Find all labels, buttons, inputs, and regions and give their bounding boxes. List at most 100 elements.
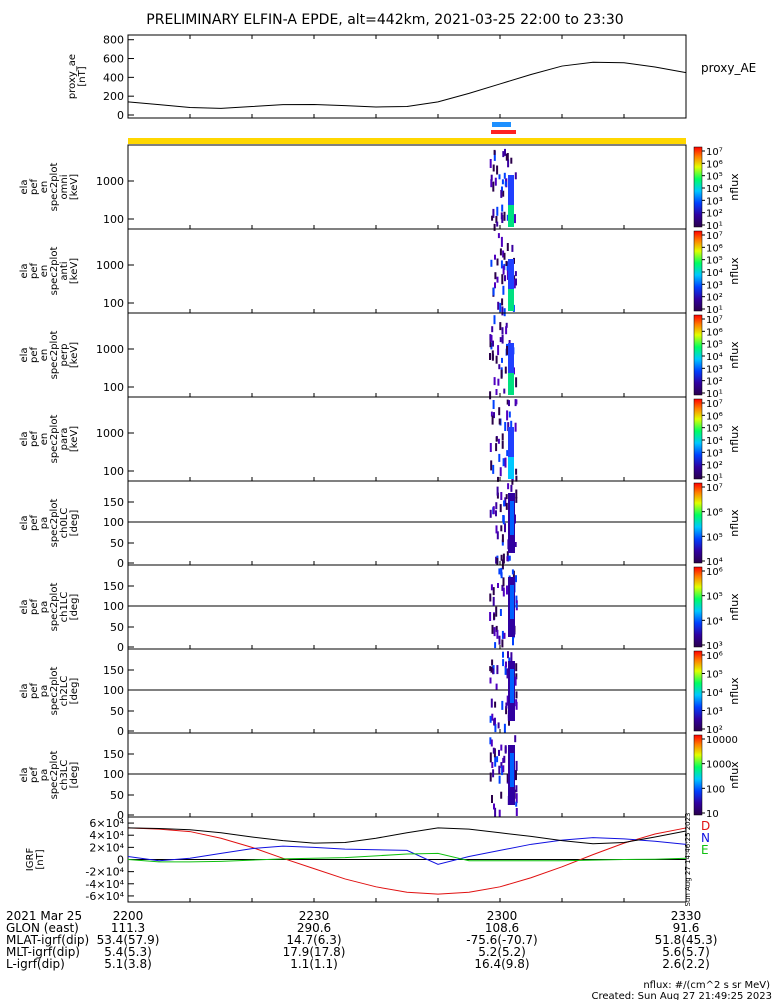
spectrogram-pixel xyxy=(500,369,503,379)
spectrogram-pixel xyxy=(506,399,509,405)
spectrogram-pixel xyxy=(492,400,495,409)
spectrogram-pixel xyxy=(515,496,518,503)
spectrogram-pixel xyxy=(505,261,508,266)
spectrogram-block xyxy=(510,753,514,787)
spectrogram-pixel xyxy=(506,345,509,355)
spectrogram-pixel xyxy=(504,523,506,533)
spectrogram-pixel xyxy=(501,433,504,441)
spectrogram-pixel xyxy=(508,555,511,561)
spectrogram-pixel xyxy=(493,150,496,161)
spectrogram-pixel xyxy=(506,450,509,457)
spectrogram-pixel xyxy=(502,458,505,467)
spectrogram-pixel xyxy=(499,467,502,477)
spectrogram-pixel xyxy=(494,177,497,186)
spectrogram-pixel xyxy=(515,399,518,405)
colorbar-label: nflux xyxy=(728,509,741,537)
spectrogram-pixel xyxy=(515,603,518,608)
footer-row-label: 2021 Mar 25 xyxy=(6,909,82,923)
science-strip xyxy=(492,122,511,127)
spectrogram-pixel xyxy=(489,334,492,341)
spectrogram-pixel xyxy=(514,214,516,224)
footer-value: 2230 xyxy=(299,909,330,923)
spectrogram-pixel xyxy=(501,204,504,212)
spectrogram-pixel xyxy=(502,151,505,158)
spectrogram-pixel xyxy=(502,515,505,522)
footer-value: 290.6 xyxy=(297,921,331,935)
spectrogram-pixel xyxy=(515,673,518,680)
y-tick-label: 0 xyxy=(117,557,124,570)
y-axis-label-line: spec2plot xyxy=(49,667,60,716)
spectrogram-pixel xyxy=(493,613,496,620)
spectrogram-pixel xyxy=(490,460,493,471)
spectrogram-pixel xyxy=(496,629,499,639)
y-axis-label-line: spec2plot xyxy=(49,499,60,548)
colorbar-tick-label: 10³ xyxy=(706,641,723,652)
colorbar-tick-label: 10⁷ xyxy=(706,399,723,410)
footer-value: 17.9(17.8) xyxy=(283,945,346,959)
y-axis-label-line: pa xyxy=(39,769,50,781)
spectrogram-pixel xyxy=(514,422,517,432)
colorbar xyxy=(693,566,703,648)
spectrogram-pixel xyxy=(495,606,498,617)
series-line-igrf xyxy=(127,852,687,863)
spectrogram-pixel xyxy=(491,795,493,803)
y-tick-label: 6×10⁴ xyxy=(89,817,124,830)
spectrogram-pixel xyxy=(503,252,506,260)
spectrogram-pixel xyxy=(490,174,493,181)
spectrogram-pixel xyxy=(493,412,495,419)
y-axis-label-line: [keV] xyxy=(69,342,80,368)
spectrogram-block xyxy=(510,669,514,703)
spectrogram-pixel xyxy=(515,760,518,771)
spectrogram-pixel xyxy=(504,665,507,675)
spectrogram-pixel xyxy=(515,808,518,816)
y-tick-label: 200 xyxy=(103,90,124,103)
colorbar-tick-label: 10² xyxy=(706,293,723,304)
spectrogram-pixel xyxy=(514,172,517,180)
spectrogram-pixel xyxy=(502,577,505,587)
spectrogram-pixel xyxy=(514,735,517,743)
y-tick-label: 150 xyxy=(103,748,124,761)
y-axis-label-line: omni xyxy=(59,175,70,200)
spectrogram-pixel xyxy=(502,587,505,597)
colorbar-tick-label: 100 xyxy=(706,784,725,795)
spectrogram-pixel xyxy=(505,706,508,715)
spectrogram-pixel xyxy=(501,700,504,710)
y-tick-label: 150 xyxy=(103,496,124,509)
spectrogram-pixel xyxy=(502,250,505,258)
spectrogram-pixel xyxy=(507,483,510,490)
spectrogram-pixel xyxy=(489,612,492,621)
footer-row-label: MLAT-igrf(dip) xyxy=(6,933,89,947)
spectrogram-pixel xyxy=(490,584,493,591)
spectrogram-pixel xyxy=(515,575,517,583)
spectrogram-pixel xyxy=(490,666,493,673)
spectrogram-pixel xyxy=(489,353,491,360)
colorbar-tick-label: 10² xyxy=(706,209,723,220)
day-night-strip xyxy=(128,138,686,144)
colorbar-tick-label: 10⁷ xyxy=(706,231,723,242)
spectrogram-pixel xyxy=(494,254,496,260)
y-axis-label-line: spec2plot xyxy=(49,583,60,632)
spectrogram-pixel xyxy=(493,149,496,155)
spectrogram-pixel xyxy=(501,766,504,776)
spectrogram-pixel xyxy=(515,691,518,699)
colorbar-tick-label: 10⁷ xyxy=(706,147,723,158)
spectrogram-pixel xyxy=(501,357,503,363)
spectrogram-pixel xyxy=(515,278,517,286)
y-tick-label: 1000 xyxy=(96,427,124,440)
spectrogram-pixel xyxy=(493,627,496,637)
spectrogram-pixel xyxy=(489,772,492,782)
spectrogram-pixel xyxy=(492,181,495,192)
spectrogram-pixel xyxy=(498,775,501,784)
spectrogram-pixel xyxy=(514,542,517,547)
spectrogram-pixel xyxy=(506,551,509,558)
spectrogram-pixel xyxy=(506,269,509,280)
y-tick-label: 1000 xyxy=(96,343,124,356)
colorbar-label: nflux xyxy=(728,257,741,285)
y-axis-label-line: ch3LC xyxy=(59,760,70,791)
spectrogram-pixel xyxy=(498,749,500,756)
spectrogram-pixel xyxy=(500,236,503,247)
colorbar-tick-label: 10¹ xyxy=(706,221,723,232)
spectrogram-pixel xyxy=(507,651,509,659)
y-axis-label-line: ch1LC xyxy=(59,592,70,623)
colorbar-label: nflux xyxy=(728,173,741,201)
